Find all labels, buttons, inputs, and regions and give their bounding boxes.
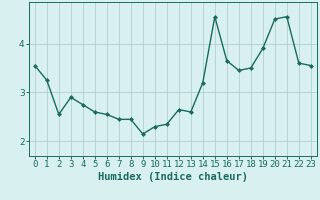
X-axis label: Humidex (Indice chaleur): Humidex (Indice chaleur) (98, 172, 248, 182)
